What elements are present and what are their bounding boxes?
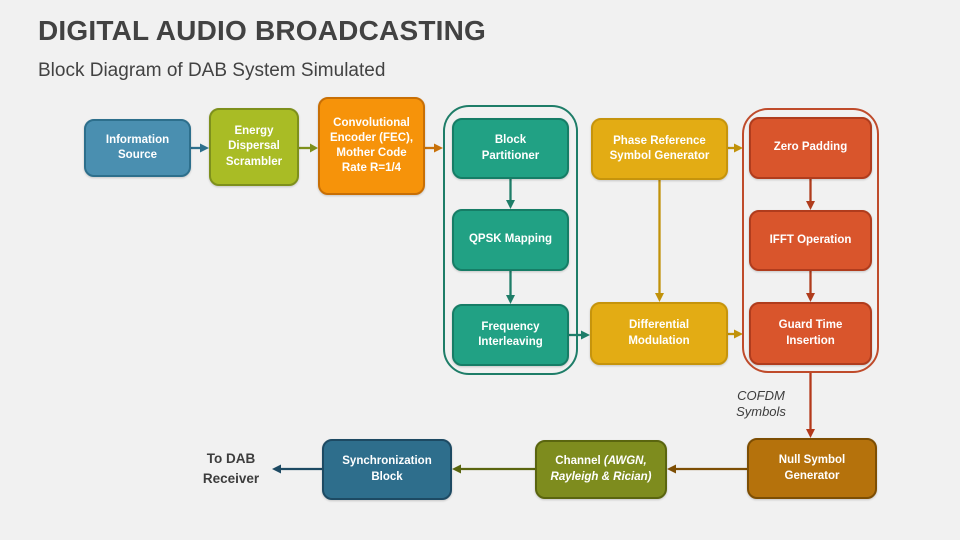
block-block-partitioner: Block Partitioner bbox=[452, 118, 569, 179]
block-qpsk-mapping: QPSK Mapping bbox=[452, 209, 569, 271]
block-channel-label: Channel (AWGN, Rayleigh & Rician) bbox=[543, 454, 659, 484]
block-null-symbol-generator: Null Symbol Generator bbox=[747, 438, 877, 499]
block-information-source-label: Information Source bbox=[105, 133, 170, 161]
block-channel-label-main: Channel bbox=[555, 455, 601, 468]
to-dab-receiver-label: To DAB Receiver bbox=[202, 451, 260, 486]
block-frequency-interleaving: Frequency Interleaving bbox=[452, 304, 569, 366]
block-channel-label-detail: (AWGN, Rayleigh & Rician) bbox=[550, 455, 652, 483]
page-subtitle: Block Diagram of DAB System Simulated bbox=[38, 60, 386, 81]
block-ifft-operation-label: IFFT Operation bbox=[769, 233, 852, 246]
arrow-ofdm-group-to-null-symbol-generator bbox=[806, 373, 815, 438]
arrow-null-symbol-generator-to-channel bbox=[667, 464, 747, 474]
arrow-phase-reference-to-zero-padding bbox=[728, 143, 743, 153]
arrow-information-source-to-scrambler bbox=[191, 143, 209, 153]
block-convolutional-encoder-label: Convolutional Encoder (FEC), Mother Code… bbox=[329, 116, 414, 175]
arrow-differential-modulation-to-ofdm-group bbox=[728, 329, 743, 339]
block-guard-time-insertion: Guard Time Insertion bbox=[749, 302, 872, 365]
block-zero-padding: Zero Padding bbox=[749, 117, 872, 179]
arrow-encoder-to-symbol-mapping-group bbox=[425, 143, 443, 153]
page-title: DIGITAL AUDIO BROADCASTING bbox=[38, 15, 487, 46]
block-ifft-operation: IFFT Operation bbox=[749, 210, 872, 271]
arrow-phase-reference-to-differential-modulation bbox=[655, 180, 664, 302]
ofdm-group: Zero Padding IFFT Operation Guard Time I… bbox=[742, 108, 879, 373]
arrow-channel-to-synchronization bbox=[452, 464, 535, 474]
cofdm-symbols-label: COFDM Symbols bbox=[736, 388, 786, 420]
block-channel: Channel (AWGN, Rayleigh & Rician) bbox=[535, 440, 667, 499]
block-phase-reference-label: Phase Reference Symbol Generator bbox=[609, 134, 710, 162]
arrow-scrambler-to-encoder bbox=[299, 143, 318, 153]
block-information-source: Information Source bbox=[84, 119, 191, 177]
symbol-mapping-group: Block Partitioner QPSK Mapping Frequency… bbox=[443, 105, 578, 375]
block-synchronization-label: Synchronization Block bbox=[342, 455, 432, 483]
block-guard-time-insertion-label: Guard Time Insertion bbox=[778, 319, 843, 347]
block-energy-dispersal-scrambler-label: Energy Dispersal Scrambler bbox=[225, 125, 283, 168]
block-frequency-interleaving-label: Frequency Interleaving bbox=[478, 320, 543, 348]
block-synchronization: Synchronization Block bbox=[322, 439, 452, 500]
block-energy-dispersal-scrambler: Energy Dispersal Scrambler bbox=[209, 108, 299, 186]
block-qpsk-mapping-label: QPSK Mapping bbox=[468, 233, 553, 246]
block-differential-modulation: Differential Modulation bbox=[590, 302, 728, 365]
block-differential-modulation-label: Differential Modulation bbox=[628, 319, 690, 347]
block-zero-padding-label: Zero Padding bbox=[773, 141, 848, 154]
block-convolutional-encoder: Convolutional Encoder (FEC), Mother Code… bbox=[318, 97, 425, 195]
block-phase-reference-symbol-generator: Phase Reference Symbol Generator bbox=[591, 118, 728, 180]
block-block-partitioner-label: Block Partitioner bbox=[481, 134, 540, 162]
block-null-symbol-generator-label: Null Symbol Generator bbox=[778, 454, 846, 482]
